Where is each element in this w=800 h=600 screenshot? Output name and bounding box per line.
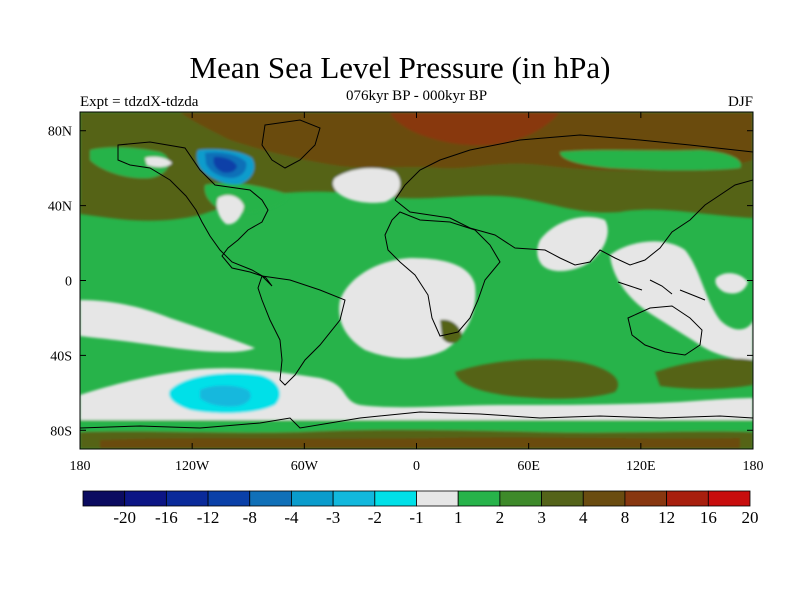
coast-greenland <box>261 119 321 169</box>
field-white-atlantic <box>332 168 401 203</box>
field-south-pacific-low-core <box>200 385 251 407</box>
colorbar-label: 16 <box>700 508 717 527</box>
field-white-east-coast <box>715 273 748 294</box>
experiment-label: Expt = tdzdX-tdzda <box>80 94 199 110</box>
colorbar-label: -8 <box>243 508 257 527</box>
lon-tick-label: 60E <box>517 459 540 474</box>
colorbar-swatch <box>165 490 209 507</box>
colorbar-label: -12 <box>197 508 220 527</box>
colorbar-label: 2 <box>496 508 505 527</box>
field-north-red <box>390 112 560 146</box>
field-white-west-pacific <box>610 241 753 360</box>
colorbar-swatch <box>707 490 751 507</box>
coast-eurasia <box>394 134 753 266</box>
field-greenland-low-core <box>213 156 237 173</box>
coastlines <box>80 119 753 429</box>
coast-north-america <box>117 141 273 287</box>
lat-tick-label: 40S <box>50 349 72 364</box>
coast-south-america <box>257 275 346 386</box>
lon-tick-label: 120W <box>175 459 210 474</box>
colorbar-label: -2 <box>368 508 382 527</box>
season-label: DJF <box>727 94 753 110</box>
field-arctic-olive <box>80 112 180 149</box>
colorbar-swatch <box>541 490 584 507</box>
colorbar-label: -16 <box>155 508 178 527</box>
lat-tick-label: 40N <box>48 200 72 215</box>
colorbar-swatch <box>249 490 292 507</box>
colorbar-label: -4 <box>284 508 299 527</box>
colorbar-swatch <box>82 490 126 507</box>
colorbar-swatch <box>291 490 334 507</box>
colorbar-swatch <box>666 490 709 507</box>
field-white-arctic <box>145 156 172 168</box>
coast-australia <box>627 305 703 356</box>
lon-tick-label: 180 <box>743 459 764 474</box>
coast-antarctica <box>80 411 753 429</box>
coast-maritime-continent <box>617 279 706 301</box>
colorbar-swatch <box>582 490 626 507</box>
field-north-green-1 <box>90 147 169 179</box>
field-north-green-2 <box>560 150 741 171</box>
field-antarctic-brown <box>100 437 740 449</box>
lon-tick-label: 60W <box>291 459 319 474</box>
colorbar-label: 1 <box>454 508 463 527</box>
field-southern-olive-1 <box>455 359 619 399</box>
coast-africa <box>384 211 501 337</box>
lon-tick-label: 0 <box>413 459 420 474</box>
field-southern-olive-3 <box>440 319 462 344</box>
colorbar-label: 4 <box>579 508 588 527</box>
lat-tick-label: 0 <box>65 275 72 290</box>
colorbar-swatch <box>332 490 376 507</box>
longitude-axis: 180 120W 60W 0 60E 120E 180 <box>70 112 764 474</box>
field-white-south-atlantic <box>339 258 476 359</box>
colorbar-label: -1 <box>409 508 423 527</box>
colorbar-swatch <box>124 490 167 507</box>
lat-tick-label: 80S <box>50 424 72 439</box>
colorbar-swatch <box>207 490 251 507</box>
lon-tick-label: 180 <box>70 459 91 474</box>
map-subtitle: 076kyr BP - 000kyr BP <box>345 88 488 104</box>
lon-tick-label: 120E <box>626 459 656 474</box>
colorbar-label: 8 <box>621 508 630 527</box>
pressure-field <box>80 112 753 449</box>
colorbar: -20 -16 -12 -8 -4 -3 -2 -1 1 2 3 4 8 12 16 20 <box>82 490 759 527</box>
colorbar-swatch <box>624 490 668 507</box>
field-white-east-pacific <box>80 300 255 353</box>
map-title: Mean Sea Level Pressure (in hPa) <box>189 50 611 85</box>
colorbar-swatch <box>499 490 542 507</box>
colorbar-label: 12 <box>658 508 675 527</box>
colorbar-label: -3 <box>326 508 340 527</box>
field-southern-olive-2 <box>655 358 753 389</box>
colorbar-label: 20 <box>742 508 759 527</box>
colorbar-label: -20 <box>113 508 136 527</box>
colorbar-label: 3 <box>537 508 546 527</box>
colorbar-swatch <box>457 490 501 507</box>
colorbar-swatch <box>416 490 459 507</box>
field-white-arabian-sea <box>537 216 608 272</box>
lat-tick-label: 80N <box>48 125 72 140</box>
latitude-axis: 80N 40N 0 40S 80S <box>48 125 753 439</box>
field-white-pacific <box>216 195 244 225</box>
colorbar-swatch <box>374 490 417 507</box>
